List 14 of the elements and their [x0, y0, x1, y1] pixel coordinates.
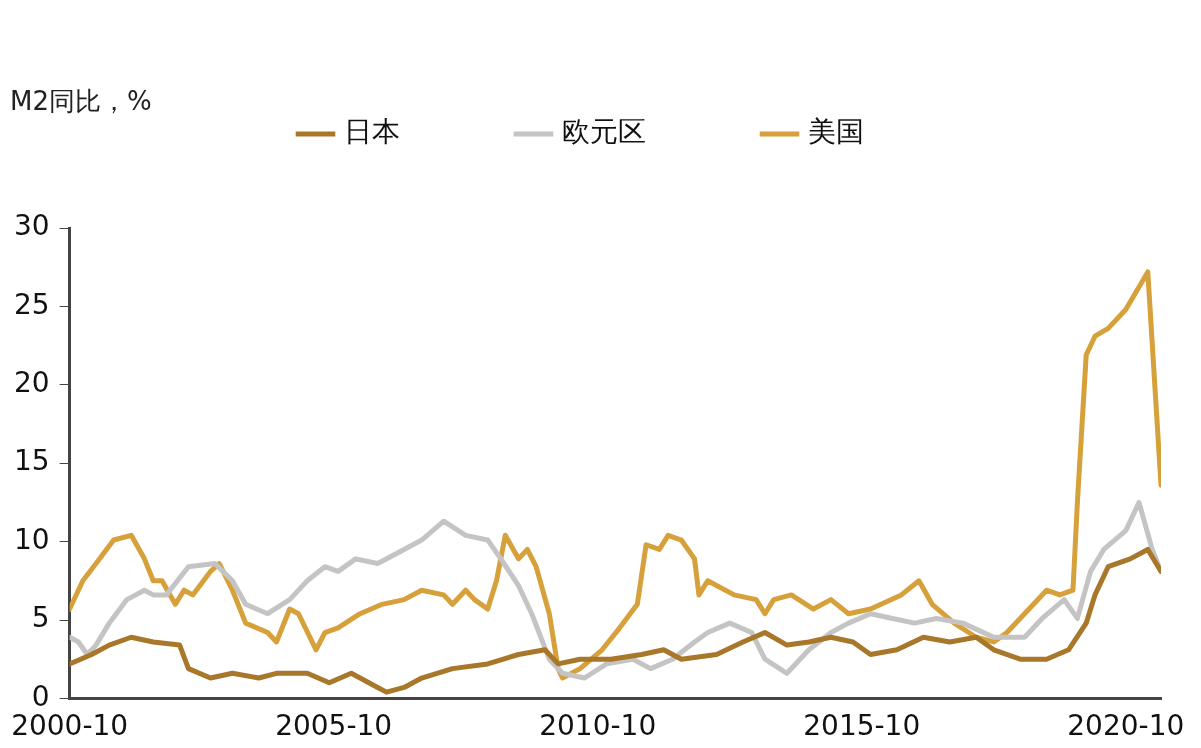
- x-tick-label: 2010-10: [539, 709, 657, 743]
- y-axis-title: M2同比，%: [10, 85, 152, 118]
- legend-label: 日本: [343, 115, 400, 149]
- y-tick-label: 25: [13, 287, 50, 321]
- y-tick-label: 30: [13, 209, 50, 243]
- legend-label: 美国: [807, 115, 864, 149]
- x-tick-label: 2020-10: [1067, 709, 1185, 743]
- legend-label: 欧元区: [561, 115, 646, 149]
- y-tick-label: 5: [31, 601, 50, 635]
- y-tick-label: 20: [13, 366, 50, 400]
- x-tick-label: 2015-10: [803, 709, 921, 743]
- y-tick-label: 15: [13, 444, 50, 478]
- y-tick-label: 10: [13, 522, 50, 556]
- x-tick-label: 2005-10: [275, 709, 393, 743]
